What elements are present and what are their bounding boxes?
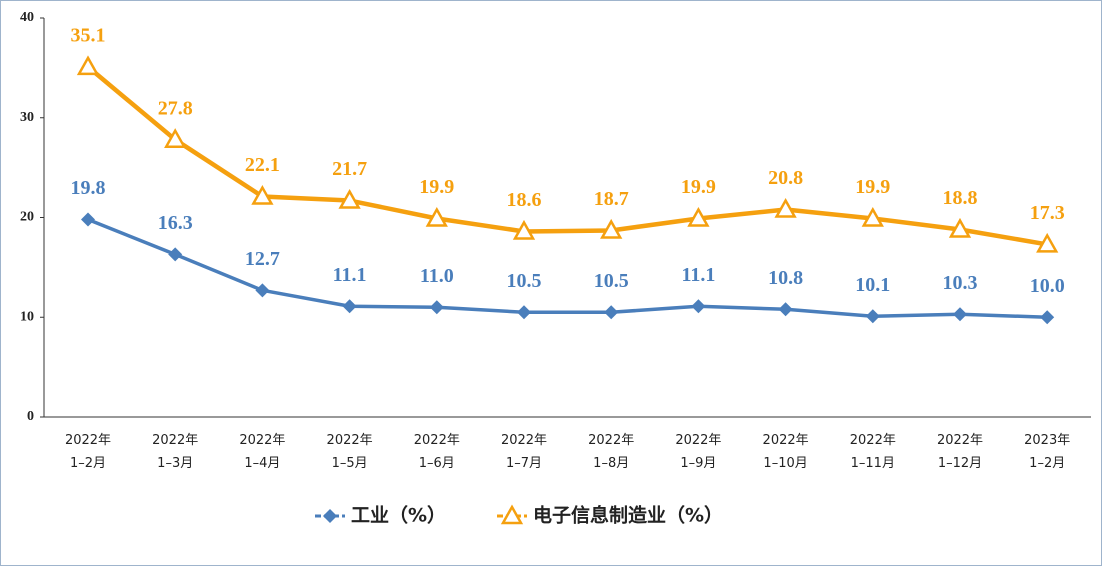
series-line [86,65,1048,247]
value-label: 18.8 [943,187,978,209]
value-label: 10.0 [1030,275,1065,297]
x-tick-label: 2022年 1–12月 [937,433,983,471]
x-tick-label: 2022年 1–8月 [588,433,634,471]
point [338,188,361,209]
point [255,283,270,298]
x-tick-label: 2023年 1–2月 [1024,433,1070,471]
legend-marker [500,504,524,525]
legend-marker [323,509,337,523]
value-label: 11.0 [420,265,454,287]
value-label: 19.9 [855,176,890,198]
point [774,197,797,218]
point [168,247,183,262]
value-label: 22.1 [245,154,280,176]
value-label: 16.3 [158,212,193,234]
point [425,206,448,227]
point [604,305,619,320]
point [164,128,187,148]
y-tick-label: 0 [27,409,34,424]
point [81,212,95,227]
point [76,55,100,76]
y-tick-label: 40 [20,10,34,25]
point [861,206,884,227]
legend-label: 电子信息制造业（%） [533,504,723,527]
point [865,309,880,324]
series-line [87,217,1048,319]
x-tick-label: 2022年 1–6月 [414,433,460,471]
value-label: 19.9 [419,176,454,198]
value-label: 35.1 [71,24,106,46]
point [953,307,967,322]
point [251,185,274,205]
point [691,299,706,314]
value-label: 10.1 [855,274,890,296]
x-tick-label: 2022年 1–9月 [675,433,721,471]
value-label: 12.7 [245,248,280,270]
value-label: 10.5 [507,270,542,292]
value-label: 10.8 [768,267,803,289]
value-label: 17.3 [1030,202,1065,224]
value-label: 27.8 [158,97,193,119]
point [1036,232,1059,253]
x-tick-label: 2022年 1–7月 [501,433,547,471]
value-label: 10.5 [594,270,629,292]
point [778,302,793,317]
point [948,217,972,238]
point [600,218,623,239]
y-tick-label: 30 [20,110,34,125]
x-tick-label: 2022年 1–5月 [327,433,373,471]
x-tick-label: 2022年 1–4月 [239,433,285,471]
y-tick-label: 20 [20,210,34,225]
value-label: 19.8 [71,177,106,199]
x-tick-label: 2022年 1–2月 [65,433,111,471]
value-label: 19.9 [681,176,716,198]
value-label: 21.7 [332,158,367,180]
x-tick-label: 2022年 1–10月 [763,433,809,471]
value-label: 18.7 [594,188,629,210]
value-label: 11.1 [681,264,715,286]
value-label: 18.6 [507,189,542,211]
point [342,299,357,314]
value-label: 10.3 [943,272,978,294]
point [687,206,710,227]
value-label: 20.8 [768,167,803,189]
point [1040,310,1055,325]
x-tick-label: 2022年 1–11月 [850,433,896,471]
x-tick-label: 2022年 1–3月 [152,433,198,471]
point [429,300,444,315]
y-tick-label: 10 [20,309,34,324]
point [512,219,536,240]
legend-label: 工业（%） [351,504,446,527]
value-label: 11.1 [333,264,367,286]
point [517,305,531,320]
